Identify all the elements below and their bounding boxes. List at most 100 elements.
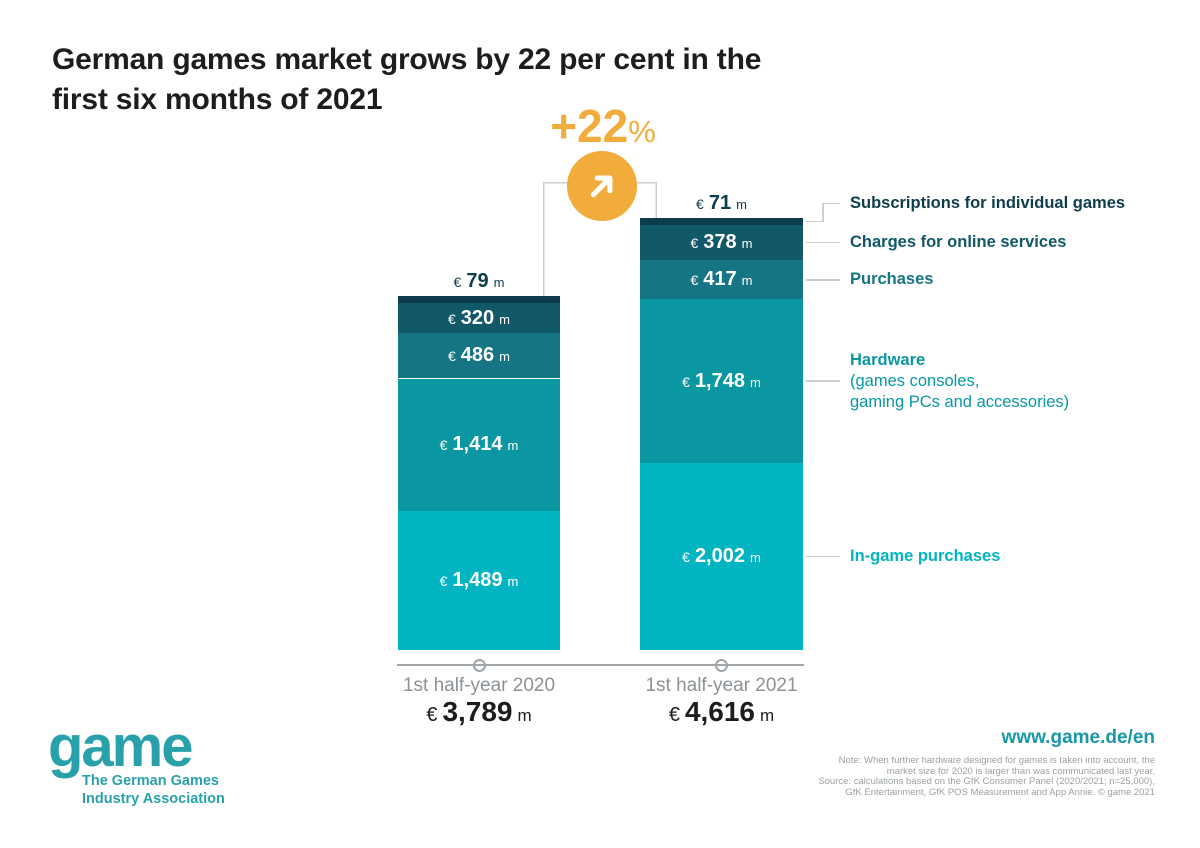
segment-value-label: €1,748 m [682,370,761,393]
segment-value-label-cur: € [439,572,448,589]
legend-connector-subscriptions-for-individual-games [822,202,840,205]
bar-top-value-label: €71 m [620,192,823,215]
bar-segment-charges-for-online-services: €320 m [398,303,560,334]
segment-value-label: €378 m [690,231,752,254]
growth-value: +22 [550,100,629,152]
segment-value-label: €320 m [448,307,510,330]
page-title: German games market grows by 22 per cent… [52,40,761,120]
segment-value-label-cur: € [447,348,456,365]
title-line-2: first six months of 2021 [52,83,383,116]
segment-value-label-cur: € [682,548,690,565]
total-value-label: €3,789 m [359,696,599,728]
source-note: Note: When further hardware designed for… [818,755,1155,798]
segment-value-label: €486 m [448,344,510,367]
legend-label: In-game purchases [850,546,1001,565]
growth-percentage: +22% [535,99,671,153]
bar-top-value: €79 m [453,270,505,292]
segment-value-label-unit: m [507,438,519,454]
total-value: €3,789 m [426,696,532,727]
segment-value-label-val: 486 [460,344,495,367]
segment-value-label-unit: m [741,236,753,252]
total-value-cur: € [668,704,680,726]
note-line-2: market size for 2020 is larger than was … [886,765,1155,777]
segment-value-label: €1,414 m [440,433,519,456]
legend-connector-charges-for-online-services [806,241,840,244]
legend-label: Charges for online services [850,233,1067,252]
total-value-label: €4,616 m [602,696,842,728]
logo-subtitle-line-2: Industry Association [82,791,225,807]
segment-value-label-val: 1,414 [452,433,503,456]
legend-item-subscriptions-for-individual-games: Subscriptions for individual games [850,193,1190,214]
bar-top-value: €71 m [696,192,747,214]
segment-value-label-unit: m [499,349,510,365]
legend-connector-hardware [806,380,840,382]
legend-connector-subscriptions-for-individual-games [822,202,824,222]
segment-value-label: €2,002 m [682,545,761,568]
bar-segment-subscriptions-for-individual-games [640,218,803,225]
bar-top-value-label: €79 m [378,270,580,293]
segment-value-label-val: 417 [703,268,737,291]
legend-connector-in-game-purchases [806,555,840,558]
total-value-unit: m [517,706,532,725]
legend-connector-subscriptions-for-individual-games [806,220,822,223]
bar-top-value-cur: € [696,196,704,213]
bar-top-value-cur: € [453,273,462,290]
total-value-val: 3,789 [442,696,513,727]
title-line-1: German games market grows by 22 per cent… [52,43,762,76]
bar-top-value-val: 71 [708,192,732,215]
legend-sublabel: (games consoles, [850,371,980,390]
bar-segment-subscriptions-for-individual-games [398,295,560,304]
bar-segment-in-game-purchases: €1,489 m [398,510,560,650]
segment-value-label-unit: m [750,374,761,390]
growth-arrow-badge [567,151,637,221]
segment-value-label-unit: m [499,311,510,327]
legend-label: Subscriptions for individual games [850,194,1126,213]
bar-segment-purchases: €417 m [640,260,803,300]
segment-value-label-cur: € [690,272,699,289]
total-value-cur: € [426,704,438,726]
segment-value-label: €1,489 m [440,569,519,592]
segment-value-label-unit: m [741,273,753,289]
bar-segment-charges-for-online-services: €378 m [640,225,803,261]
legend-item-hardware: Hardware (games consoles, gaming PCs and a… [850,350,1190,413]
segment-value-label-val: 378 [703,231,737,254]
legend-connector-purchases [806,279,840,281]
x-axis-line [397,664,804,666]
game-logo: game The German Games Industry Associati… [48,718,225,808]
note-line-3: Source: calculations based on the GfK Co… [818,776,1155,787]
segment-value-label-val: 2,002 [694,544,745,567]
total-value-unit: m [760,706,775,725]
legend-item-charges-for-online-services: Charges for online services [850,232,1190,253]
total-value-val: 4,616 [684,696,756,727]
legend-item-in-game-purchases: In-game purchases [850,546,1190,567]
bar-segment-hardware: €1,748 m [640,299,803,463]
segment-value-label-cur: € [690,235,699,252]
category-label: 1st half-year 2021 [645,675,798,696]
segment-value-label-unit: m [507,573,519,589]
segment-value-label-val: 320 [460,306,495,329]
category-label: 1st half-year 2020 [402,675,556,696]
growth-unit: % [628,114,656,149]
segment-value-label: €417 m [690,268,752,291]
bar-segment-purchases: €486 m [398,333,560,379]
segment-value-label-cur: € [439,437,448,454]
bar-top-value-unit: m [493,274,505,290]
logo-wordmark: game [48,714,194,779]
bar-top-value-unit: m [736,197,747,213]
segment-value-label-unit: m [750,549,761,565]
bar-top-value-val: 79 [466,269,489,292]
segment-value-label-cur: € [447,310,456,327]
note-line-1: Note: When further hardware designed for… [838,755,1155,766]
bar-segment-hardware: €1,414 m [398,378,560,511]
segment-value-label-cur: € [682,373,690,390]
trend-up-arrow-icon [590,175,613,198]
legend-label: Purchases [850,270,934,289]
legend-label: Hardware [850,350,926,369]
segment-value-label-val: 1,748 [694,369,745,392]
logo-subtitle: The German Games Industry Association [82,772,225,808]
segment-value-label-val: 1,489 [452,568,503,591]
total-value: €4,616 m [669,696,775,727]
note-line-4: GfK Entertainment, GfK POS Measurement a… [845,786,1155,798]
website-link[interactable]: www.game.de/en [1001,727,1155,748]
